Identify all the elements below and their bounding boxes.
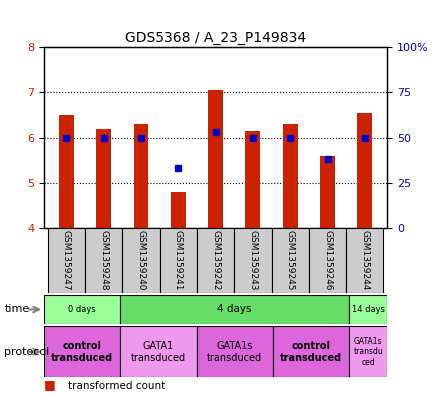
FancyBboxPatch shape [122,228,160,293]
Text: GSM1359247: GSM1359247 [62,230,71,290]
FancyBboxPatch shape [48,228,85,293]
Bar [59,115,74,228]
Text: 0 days: 0 days [68,305,96,314]
Bar [320,156,335,228]
Bar [208,90,223,228]
FancyBboxPatch shape [273,326,349,377]
FancyBboxPatch shape [44,326,120,377]
Bar [357,113,372,228]
Text: protocol: protocol [4,347,50,357]
Text: GSM1359248: GSM1359248 [99,230,108,290]
FancyBboxPatch shape [120,295,349,324]
Text: GSM1359243: GSM1359243 [249,230,257,290]
Text: GSM1359246: GSM1359246 [323,230,332,290]
Text: GATA1s
transdu
ced: GATA1s transdu ced [353,337,383,367]
Bar [171,192,186,228]
Text: GATA1s
transduced: GATA1s transduced [207,341,262,362]
Text: control
transduced: control transduced [280,341,342,362]
Bar [246,131,260,228]
Text: transformed count: transformed count [68,381,165,391]
FancyBboxPatch shape [349,295,387,324]
FancyBboxPatch shape [346,228,384,293]
Bar [96,129,111,228]
Text: GSM1359241: GSM1359241 [174,230,183,290]
Text: 4 days: 4 days [217,305,252,314]
Text: time: time [4,305,29,314]
Title: GDS5368 / A_23_P149834: GDS5368 / A_23_P149834 [125,31,306,45]
Bar [133,124,148,228]
FancyBboxPatch shape [85,228,122,293]
FancyBboxPatch shape [197,326,273,377]
FancyBboxPatch shape [44,295,120,324]
Text: ■: ■ [44,392,56,393]
Text: GSM1359242: GSM1359242 [211,230,220,290]
Text: GSM1359245: GSM1359245 [286,230,295,290]
Text: ■: ■ [44,378,56,391]
FancyBboxPatch shape [349,326,387,377]
Text: GSM1359244: GSM1359244 [360,230,369,290]
FancyBboxPatch shape [197,228,234,293]
FancyBboxPatch shape [160,228,197,293]
FancyBboxPatch shape [271,228,309,293]
FancyBboxPatch shape [120,326,197,377]
FancyBboxPatch shape [234,228,271,293]
Text: 14 days: 14 days [352,305,385,314]
Text: control
transduced: control transduced [51,341,113,362]
Bar [283,124,298,228]
FancyBboxPatch shape [309,228,346,293]
Text: GSM1359240: GSM1359240 [136,230,146,290]
Text: GATA1
transduced: GATA1 transduced [131,341,186,362]
